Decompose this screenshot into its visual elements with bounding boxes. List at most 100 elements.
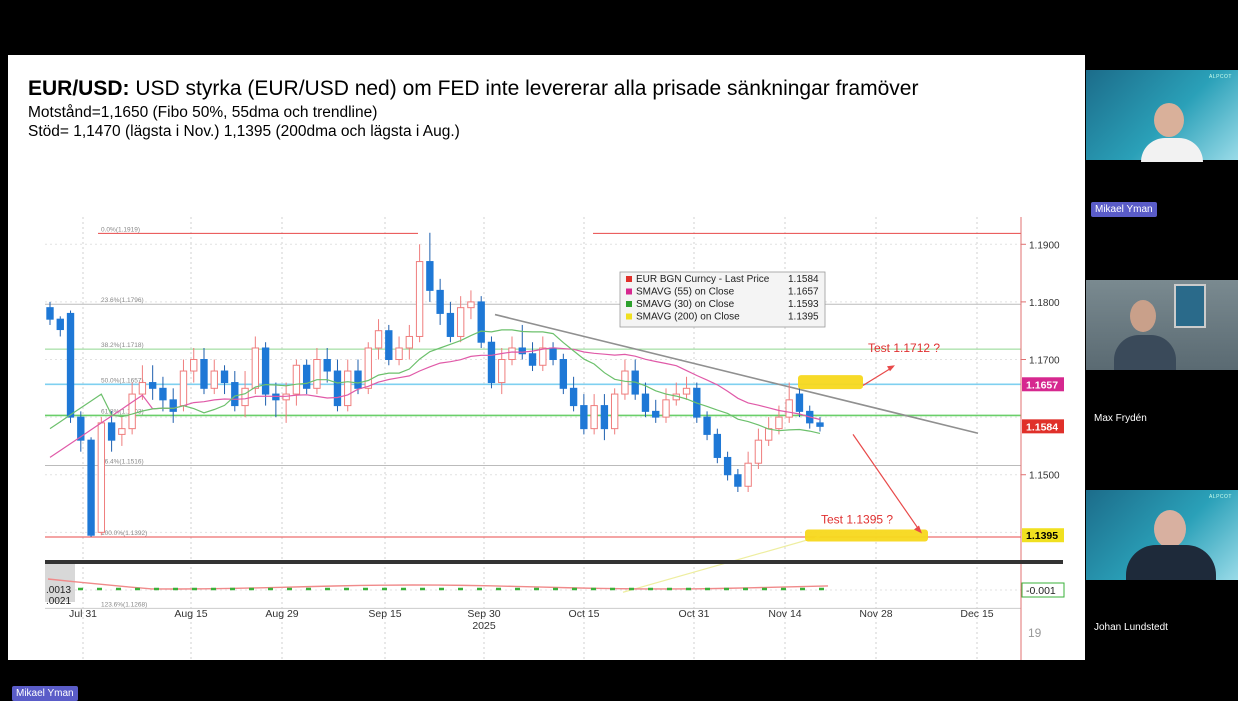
candle-body [56,318,64,331]
candle-body [723,456,732,476]
candle-body [159,387,167,401]
candle-body [169,399,177,412]
legend-box [619,271,826,328]
x-tick-label: Nov 28 [859,608,892,620]
person-jacket [1126,545,1216,580]
candle-body [580,405,588,430]
legend-label: SMAVG (30) on Close [636,299,735,310]
x-tick-label: Oct 15 [569,608,600,620]
candle-body [713,433,722,458]
highlight-resistance [798,375,863,390]
participant-tile-1[interactable]: ALPCOT Mikael Yman [1086,70,1238,240]
participant-name-badge: Mikael Yman [1091,202,1157,217]
fib-label: 123.6%(1.1268) [101,601,147,608]
candle-body [559,359,568,389]
fib-label: 76.4%(1.1516) [101,459,144,466]
candle-body [323,359,331,372]
wall-picture [1174,284,1206,328]
candle-body [662,399,670,418]
slide-number: 19 [1028,626,1042,640]
legend-label: SMAVG (55) on Close [636,287,735,298]
candle-body [148,382,157,389]
arrow-down [852,434,921,532]
x-tick-label: Oct 31 [679,608,710,620]
candle-body [364,347,372,389]
fib-label: 0.0%(1.1919) [101,226,140,233]
eurusd-chart: 0.0%(1.1919) 23.6%(1.1796) 38.2%(1.1718) 50… [45,217,1065,660]
candle-body [344,370,352,407]
candle-body [66,312,75,418]
candle-body [477,301,485,343]
price-tag: 1.1584 [1026,421,1058,433]
x-tick-label: Jul 31 [69,608,97,620]
chart-legend: EUR BGN Curncy - Last Price 1.1584 SMAVG (… [619,271,826,328]
candle-body [539,347,547,366]
y-tick-label: 1.1700 [1029,356,1060,367]
participant-tile-3[interactable]: ALPCOT Johan Lundstedt [1086,490,1238,650]
candle-body [313,359,321,389]
candle-body [600,405,609,430]
y-tick-label: 1.1500 [1029,471,1060,482]
candle-body [302,364,311,389]
candle-body [518,347,526,355]
price-tag-bg [1022,419,1064,434]
candle-body [682,387,691,395]
participant-tile-2[interactable]: Max Frydén [1086,280,1238,455]
candle-body [231,382,239,407]
x-tick-label: Dec 15 [960,608,993,620]
person-head [1154,510,1186,548]
candle-body [590,405,598,430]
video-feed [1086,70,1238,162]
candle-body [446,312,455,337]
person-head [1130,300,1156,332]
candle-body [498,359,506,384]
candle-body [641,393,650,412]
candle-body [754,439,763,464]
panel-separator [45,560,1063,564]
fib-label: 38.2%(1.1718) [101,342,144,349]
legend-value: 1.1657 [788,287,819,298]
shared-slide: EUR/USD: USD styrka (EUR/USD ned) om FED… [8,55,1085,660]
candle-body [210,370,218,389]
candle-body [292,364,301,395]
candle-body [354,370,362,389]
x-tick-label: Sep 15 [368,608,401,620]
candle-body [118,428,126,435]
arrow-up [862,366,894,386]
candle-body [107,422,116,441]
support-line: Stöd= 1,1470 (lägsta i Nov.) 1,1395 (200… [28,123,460,140]
sma-30-line [49,329,821,434]
candle-body [220,370,229,384]
price-tag: 1.1395 [1026,530,1058,542]
candle-body [816,422,824,427]
legend-value: 1.1395 [788,312,819,323]
annotation-test-1395: Test 1.1395 ? [821,513,893,527]
active-speaker-badge: Mikael Yman [12,686,78,701]
person-shirt [1114,335,1176,370]
video-feed [1086,280,1238,370]
legend-label: SMAVG (200) on Close [636,312,740,323]
annotation-test-1712: Test 1.1712 ? [868,341,940,355]
fib-label: 61.8%(1.1603) [101,408,144,415]
legend-swatch [626,276,632,282]
candle-body [200,359,208,389]
candle-body [374,330,383,349]
lower-panel-label: .0021 [46,596,71,607]
legend-swatch [626,313,632,320]
legend-swatch [626,288,632,295]
x-year-label: 2025 [472,620,496,632]
candle-body [385,330,393,361]
candle-body [333,370,342,407]
lower-tag-bg [1021,582,1065,598]
top-bar [8,10,1238,55]
candle-body [785,399,793,418]
candle-body [128,393,136,430]
x-tick-label: Sep 30 [467,608,500,620]
candle-body [487,341,496,384]
legend-value: 1.1593 [788,299,819,310]
candle-body [436,289,444,314]
candle-body [138,382,147,395]
fib-label: 50.0%(1.1657) [101,377,144,384]
candle-body [652,410,660,418]
y-tick-label: 1.1800 [1029,298,1060,309]
